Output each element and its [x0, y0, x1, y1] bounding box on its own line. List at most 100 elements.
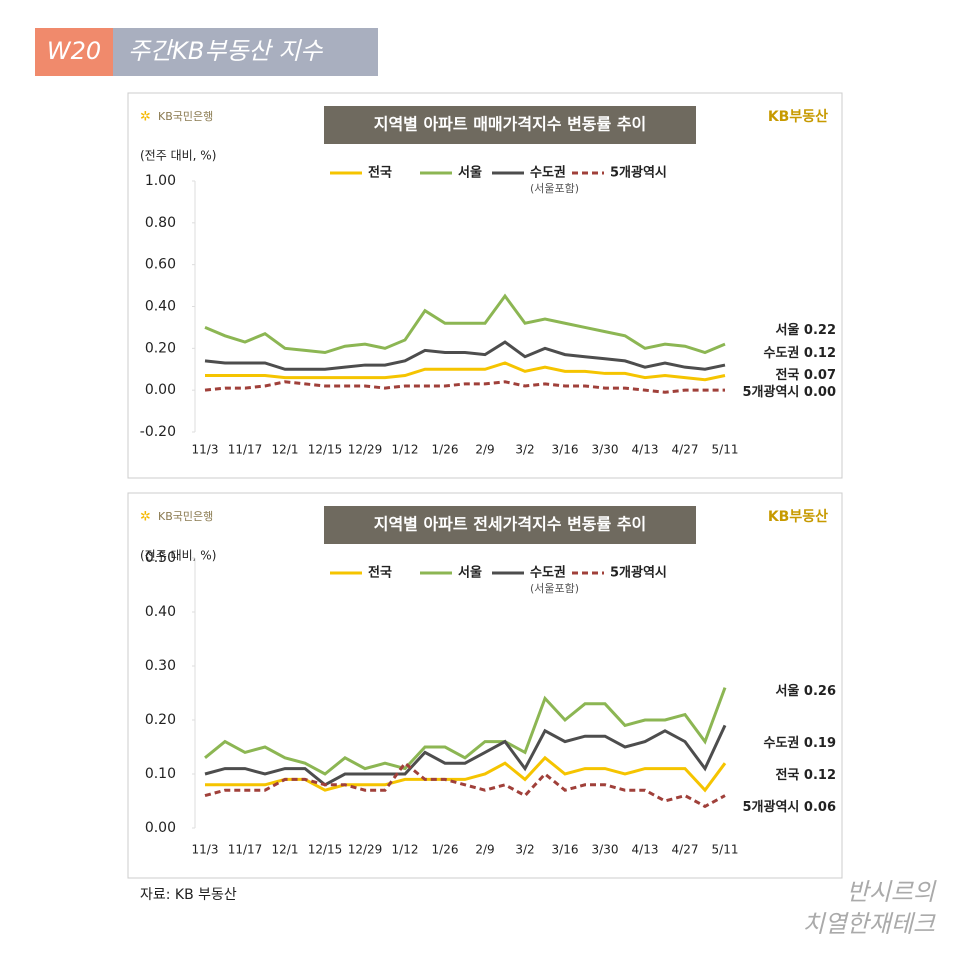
legend-note: (서울포함): [530, 182, 579, 195]
x-tick-label: 12/1: [272, 843, 299, 857]
badge: W20: [47, 37, 101, 65]
end-label-name: 서울: [775, 322, 799, 338]
series-line: [204, 687, 727, 776]
legend-note: (서울포함): [530, 582, 579, 595]
end-label-value: 0.26: [804, 684, 836, 699]
x-tick-label: 12/29: [348, 843, 383, 857]
x-tick-label: 1/12: [392, 843, 419, 857]
end-label-value: 0.12: [804, 768, 836, 783]
end-label-value: 0.07: [804, 368, 836, 383]
x-tick-label: 2/9: [475, 843, 494, 857]
chart-title: 지역별 아파트 전세가격지수 변동률 추이: [374, 515, 647, 534]
legend-label: 전국: [368, 565, 392, 581]
end-label: 서울 0.22: [775, 322, 836, 338]
legend-label: 5개광역시: [610, 565, 667, 581]
end-label: 전국 0.12: [775, 767, 836, 783]
legend-label: 서울: [458, 165, 482, 181]
end-label-name: 5개광역시: [743, 799, 800, 815]
series-line: [204, 293, 726, 355]
y-tick-label: 0.40: [145, 299, 176, 315]
x-tick-label: 3/2: [515, 843, 534, 857]
y-tick-label: 0.00: [145, 820, 176, 836]
title-box: [324, 106, 696, 144]
y-axis-label: (전주 대비, %): [140, 549, 216, 563]
x-tick-label: 4/13: [632, 843, 659, 857]
end-label-name: 전국: [775, 367, 799, 383]
legend-label: 5개광역시: [610, 165, 667, 181]
y-tick-label: 0.60: [145, 257, 176, 273]
y-tick-label: 0.20: [145, 712, 176, 728]
end-label-value: 0.19: [804, 736, 836, 751]
header-title: 주간KB부동산 지수: [128, 37, 323, 65]
end-label-name: 수도권: [764, 346, 800, 361]
x-tick-label: 3/30: [592, 843, 619, 857]
end-label-value: 0.12: [804, 346, 836, 361]
x-tick-label: 11/17: [228, 443, 263, 457]
title-box: [324, 506, 696, 544]
x-tick-label: 12/15: [308, 843, 343, 857]
y-tick-label: -0.20: [140, 424, 176, 440]
logo-mark: ✲: [140, 510, 151, 525]
legend-label: 전국: [368, 165, 392, 181]
legend-label: 수도권: [530, 166, 566, 181]
x-tick-label: 12/29: [348, 443, 383, 457]
x-tick-label: 11/3: [192, 443, 219, 457]
logo-mark: ✲: [140, 110, 151, 125]
brand-logo: KB부동산: [768, 508, 828, 525]
watermark: 치열한재테크: [803, 910, 936, 938]
end-label: 전국 0.07: [775, 367, 836, 383]
x-tick-label: 3/2: [515, 443, 534, 457]
series-line: [204, 380, 725, 394]
source: 자료: KB 부동산: [140, 887, 237, 903]
series-line: [204, 340, 726, 371]
bank-logo: KB국민은행: [158, 110, 213, 123]
y-axis-label: (전주 대비, %): [140, 149, 216, 163]
end-label-name: 수도권: [764, 736, 800, 751]
x-tick-label: 5/11: [712, 443, 739, 457]
chart-title: 지역별 아파트 매매가격지수 변동률 추이: [374, 115, 647, 134]
brand-logo: KB부동산: [768, 108, 828, 125]
series-line: [204, 724, 727, 787]
x-tick-label: 12/1: [272, 443, 299, 457]
end-label: 수도권 0.19: [764, 736, 837, 751]
y-tick-label: 0.50: [145, 550, 176, 566]
header-box: [113, 28, 378, 76]
x-tick-label: 2/9: [475, 443, 494, 457]
x-tick-label: 11/17: [228, 843, 263, 857]
x-tick-label: 1/26: [432, 843, 459, 857]
x-tick-label: 3/30: [592, 443, 619, 457]
x-tick-label: 11/3: [192, 843, 219, 857]
x-tick-label: 4/13: [632, 443, 659, 457]
end-label-value: 0.00: [804, 385, 836, 400]
x-tick-label: 5/11: [712, 843, 739, 857]
x-tick-label: 3/16: [552, 443, 579, 457]
series-line: [205, 361, 726, 382]
y-tick-label: 1.00: [145, 173, 176, 189]
y-tick-label: 0.80: [145, 215, 176, 231]
y-tick-label: 0.30: [145, 658, 176, 674]
end-label: 서울 0.26: [775, 683, 836, 699]
end-label: 5개광역시 0.00: [743, 384, 837, 400]
end-label-name: 전국: [775, 767, 799, 783]
legend-label: 수도권: [530, 566, 566, 581]
x-tick-label: 3/16: [552, 843, 579, 857]
watermark: 반시르의: [847, 878, 937, 906]
x-tick-label: 1/26: [432, 443, 459, 457]
panel: [127, 492, 843, 879]
badge-box: [35, 28, 113, 76]
x-tick-label: 4/27: [672, 843, 699, 857]
panel: [127, 92, 843, 479]
end-label-value: 0.06: [804, 800, 836, 815]
end-label-value: 0.22: [804, 323, 836, 338]
end-label: 수도권 0.12: [764, 346, 837, 361]
end-label: 5개광역시 0.06: [743, 799, 837, 815]
end-label-name: 서울: [775, 683, 799, 699]
x-tick-label: 1/12: [392, 443, 419, 457]
end-label-name: 5개광역시: [743, 384, 800, 400]
x-tick-label: 12/15: [308, 443, 343, 457]
y-tick-label: 0.20: [145, 340, 176, 356]
y-tick-label: 0.10: [145, 766, 176, 782]
y-tick-label: 0.40: [145, 604, 176, 620]
series-line: [204, 761, 726, 809]
